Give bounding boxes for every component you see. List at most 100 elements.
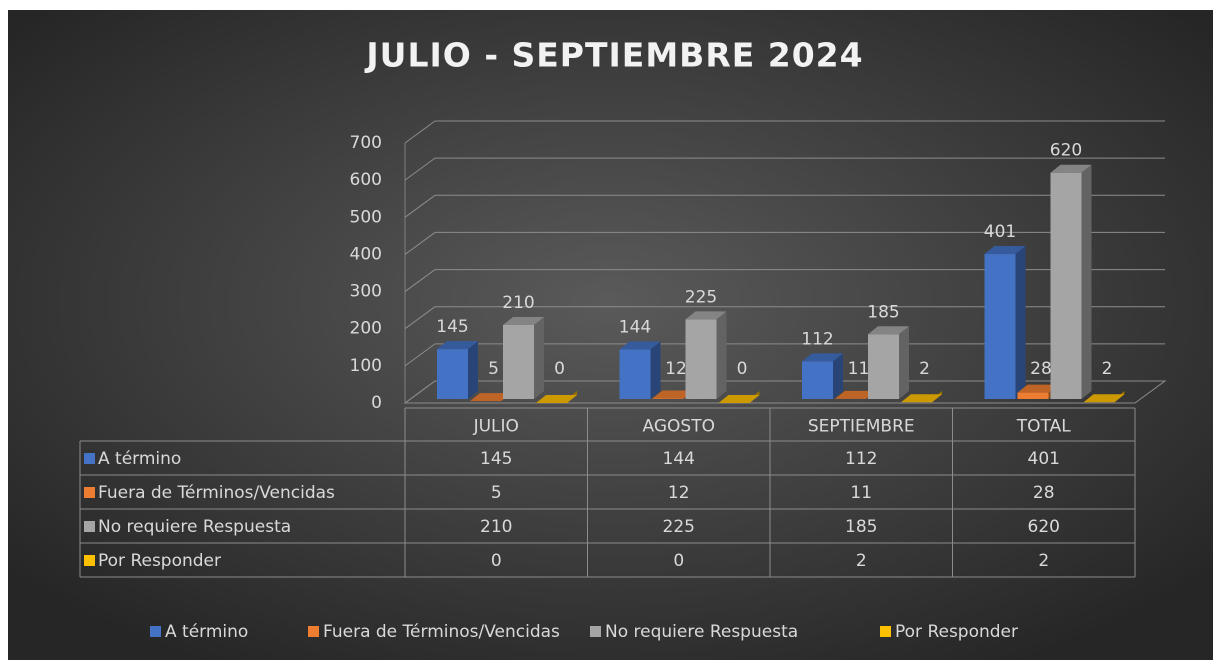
- y-tick-label: 0: [371, 393, 382, 413]
- bar-top: [984, 246, 1026, 255]
- table-cell: 225: [663, 517, 695, 537]
- data-label: 0: [554, 359, 565, 379]
- y-tick-label: 200: [350, 319, 382, 339]
- table-cell: 2: [1038, 551, 1049, 571]
- bar-side: [534, 317, 544, 399]
- grid-line: [404, 269, 436, 292]
- bar-top: [470, 393, 511, 402]
- bar-side: [716, 311, 727, 399]
- bar-side: [1015, 246, 1026, 399]
- table-legend-key: [84, 521, 95, 532]
- legend-key: [880, 626, 891, 637]
- bar-top: [536, 395, 577, 403]
- data-label: 2: [919, 359, 930, 379]
- grid-line: [404, 343, 436, 367]
- bar: [984, 254, 1016, 399]
- bar: [685, 319, 717, 399]
- data-label: 210: [502, 293, 534, 313]
- data-label: 620: [1050, 141, 1082, 161]
- grid-line: [404, 306, 436, 330]
- table-row-header: No requiere Respuesta: [98, 517, 291, 537]
- bar-side: [468, 341, 478, 399]
- bar: [503, 325, 534, 399]
- bar-side: [833, 353, 843, 399]
- y-tick-label: 300: [350, 282, 382, 302]
- legend-key: [590, 626, 601, 637]
- data-label: 11: [848, 359, 870, 379]
- data-label: 0: [737, 359, 748, 379]
- table-row-header: Por Responder: [98, 551, 221, 571]
- bar-top: [1050, 164, 1092, 173]
- legend-key: [150, 626, 161, 637]
- table-cell: 28: [1033, 483, 1055, 503]
- table-cell: 185: [845, 517, 877, 537]
- grid-line: [404, 157, 436, 181]
- y-tick-label: 500: [350, 207, 382, 227]
- bar-side: [650, 341, 661, 399]
- legend-key: [308, 626, 319, 637]
- bar: [619, 349, 651, 399]
- grid-line: [404, 194, 436, 218]
- table-header: SEPTIEMBRE: [808, 417, 915, 437]
- data-label: 185: [867, 302, 899, 322]
- y-tick-label: 700: [350, 133, 382, 153]
- bar-top: [802, 353, 843, 362]
- bar: [437, 349, 468, 399]
- data-label: 225: [685, 287, 717, 307]
- table-header: JULIO: [473, 417, 519, 437]
- table-row-header: Fuera de Términos/Vencidas: [98, 483, 335, 503]
- data-label: 112: [801, 329, 833, 349]
- table-cell: 5: [491, 483, 502, 503]
- data-label: 144: [619, 318, 651, 338]
- table-cell: 12: [668, 483, 690, 503]
- bar: [1017, 392, 1049, 399]
- table-cell: 401: [1028, 449, 1060, 469]
- table-cell: 0: [673, 551, 684, 571]
- data-label: 401: [984, 222, 1016, 242]
- data-label: 5: [488, 359, 499, 379]
- bar: [802, 361, 833, 399]
- table-legend-key: [84, 453, 95, 464]
- y-tick-label: 100: [350, 356, 382, 376]
- bar-top: [1017, 384, 1059, 393]
- grid-line: [404, 232, 436, 255]
- legend-label: A término: [165, 622, 248, 642]
- legend-label: Fuera de Términos/Vencidas: [323, 622, 560, 642]
- table-cell: 112: [845, 449, 877, 469]
- table-row-header: A término: [98, 449, 181, 469]
- legend-label: Por Responder: [895, 622, 1018, 642]
- bar: [868, 334, 899, 399]
- table-cell: 145: [480, 449, 512, 469]
- table-legend-key: [84, 487, 95, 498]
- bar-top: [685, 311, 727, 320]
- bar-top: [652, 390, 694, 399]
- bar-top: [619, 341, 661, 350]
- bar-top: [835, 390, 876, 399]
- data-label: 2: [1102, 359, 1113, 379]
- legend-label: No requiere Respuesta: [605, 622, 798, 642]
- grid-line: [404, 120, 436, 144]
- table-header: AGOSTO: [643, 417, 715, 437]
- bar-top: [503, 317, 544, 325]
- bar-side: [1081, 164, 1092, 399]
- table-cell: 210: [480, 517, 512, 537]
- bar-top: [718, 395, 760, 403]
- data-label: 145: [436, 317, 468, 337]
- bar-top: [437, 341, 478, 350]
- y-tick-label: 600: [350, 170, 382, 190]
- floor: [403, 380, 1167, 404]
- table-header: TOTAL: [1016, 417, 1071, 437]
- table-cell: 0: [491, 551, 502, 571]
- data-label: 12: [665, 359, 687, 379]
- bar-top: [901, 394, 942, 403]
- bar-top: [1083, 394, 1125, 403]
- bar-side: [899, 326, 909, 399]
- table-cell: 2: [856, 551, 867, 571]
- table-cell: 11: [850, 483, 872, 503]
- bar: [1050, 172, 1082, 399]
- table-cell: 620: [1028, 517, 1060, 537]
- table-cell: 144: [663, 449, 695, 469]
- chart-title: JULIO - SEPTIEMBRE 2024: [364, 36, 863, 75]
- bar-top: [868, 326, 909, 335]
